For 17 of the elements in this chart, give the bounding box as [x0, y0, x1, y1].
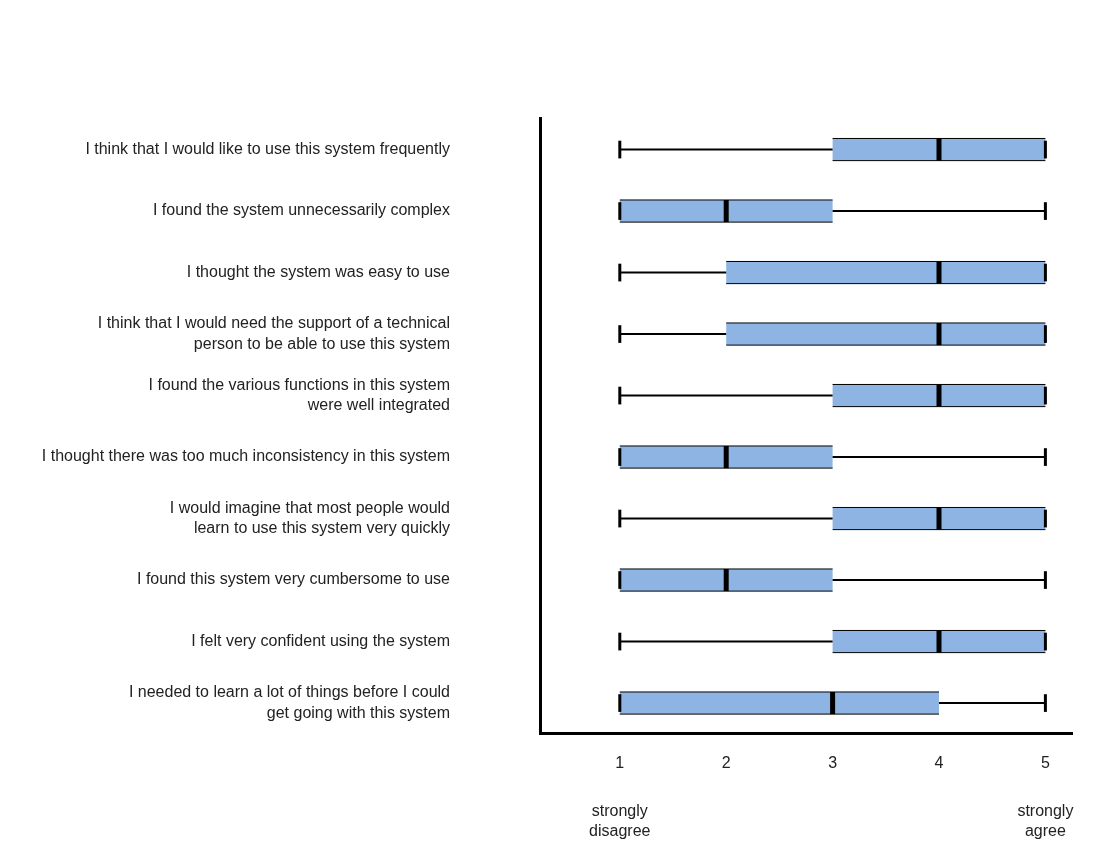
x-tick-label: 1	[615, 753, 625, 771]
x-tick-label: 3	[828, 753, 838, 771]
y-tick-label: I would imagine that most people would learn to use this system very quickly	[169, 498, 450, 537]
y-tick-label: I found the system unnecessarily complex	[152, 201, 450, 219]
y-tick-label: I thought the system was easy to use	[186, 262, 451, 280]
y-tick-label: I found this system very cumbersome to use	[136, 570, 451, 588]
y-tick-label: I felt very confident using the system	[191, 631, 450, 649]
x-tick-label: 2	[721, 753, 731, 771]
x-tick-label: 5	[1040, 753, 1050, 771]
x-tick-label: 4	[934, 753, 944, 771]
y-tick-label: I think that I would need the support of a technical person to be able to use this system	[97, 314, 450, 352]
text: strongly disagree	[589, 802, 651, 840]
y-tick-label: I needed to learn a lot of things before I could get going with this system	[128, 683, 450, 721]
text: strongly agree	[1017, 802, 1074, 840]
y-tick-label: I found the various functions in this system were well integrated	[148, 375, 450, 414]
y-tick-label: I thought there was too much inconsistency in this system	[41, 447, 450, 465]
y-tick-label: I think that I would like to use this system frequently	[85, 139, 450, 157]
